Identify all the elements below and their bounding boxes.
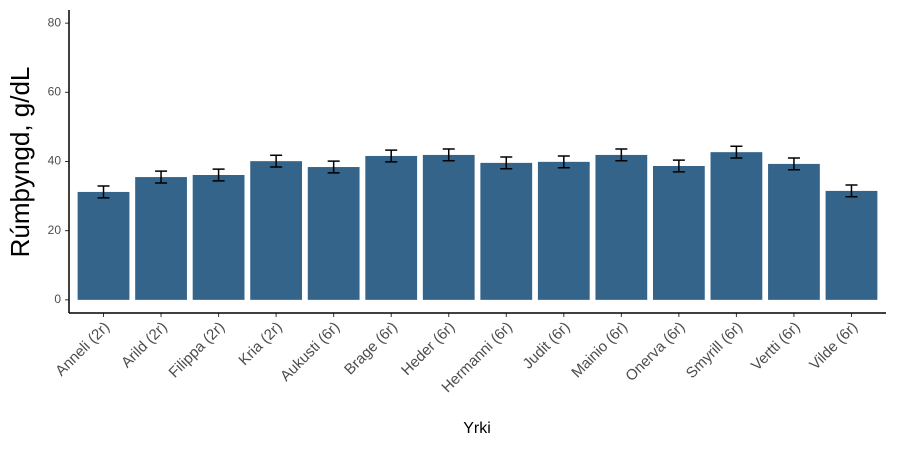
bar	[768, 163, 820, 300]
x-tick-label: Vilde (6r)	[806, 319, 861, 374]
bar	[250, 161, 303, 300]
y-axis-label: Rúmþyngd, g/dL	[5, 67, 35, 258]
bar	[480, 162, 533, 300]
x-tick-label: Onerva (6r)	[622, 319, 688, 385]
error-bar	[385, 149, 398, 163]
bar	[77, 191, 130, 300]
error-bar	[500, 156, 513, 170]
error-bar	[730, 145, 743, 159]
x-tick-label: Vertti (6r)	[748, 319, 804, 375]
error-bar	[155, 170, 168, 184]
bar	[365, 155, 418, 300]
y-tick-label: 80	[48, 15, 62, 29]
x-tick-label: Smyrill (6r)	[683, 319, 746, 382]
bar	[595, 154, 648, 300]
x-tick-label: Kria (2r)	[235, 319, 285, 369]
x-tick-label: Brage (6r)	[341, 319, 401, 379]
x-tick-label: Aukusti (6r)	[277, 319, 343, 385]
error-bar	[327, 160, 340, 174]
x-tick-label: Heder (6r)	[398, 319, 458, 379]
error-bar	[615, 148, 628, 162]
bar	[652, 165, 705, 300]
error-bar	[270, 154, 283, 168]
y-tick-label: 0	[54, 292, 61, 306]
error-bar	[787, 157, 800, 171]
error-bar	[212, 168, 225, 182]
bar	[135, 177, 187, 300]
bar	[710, 152, 763, 300]
error-bar	[97, 185, 110, 199]
error-bar	[845, 184, 858, 198]
bar	[825, 190, 878, 300]
bar	[192, 174, 245, 300]
error-bar	[442, 148, 455, 162]
error-bar	[672, 159, 685, 173]
x-tick-label: Mainio (6r)	[568, 319, 631, 382]
y-tick-label: 40	[48, 154, 62, 168]
x-axis-label: Yrki	[463, 420, 491, 437]
x-tick-label: Judit (6r)	[520, 319, 574, 373]
bar	[537, 161, 590, 300]
x-tick-label: Anneli (2r)	[52, 319, 113, 380]
bar	[307, 167, 360, 300]
y-tick-label: 60	[48, 84, 62, 98]
bar	[422, 154, 475, 300]
y-tick-label: 20	[48, 223, 62, 237]
error-bar	[557, 155, 570, 169]
x-tick-label: Filippa (2r)	[166, 319, 229, 382]
x-tick-label: Arild (2r)	[118, 319, 171, 372]
